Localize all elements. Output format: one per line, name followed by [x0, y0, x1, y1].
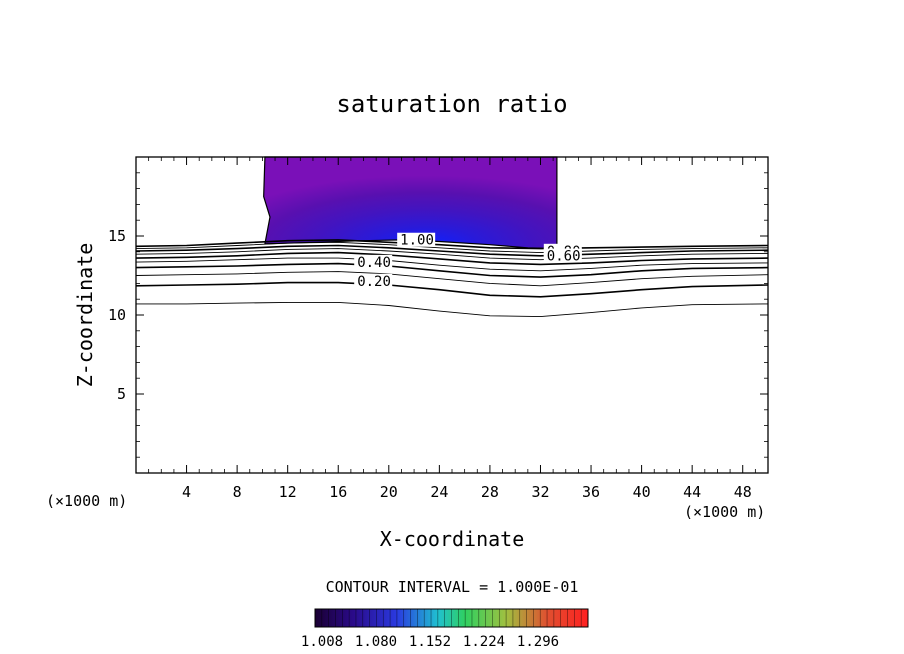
y-tick-label: 5 [117, 385, 126, 403]
x-tick-label: 8 [233, 483, 242, 501]
x-tick-label: 16 [329, 483, 347, 501]
x-ticks: 4 8 12 16 20 24 28 32 36 40 44 48 [148, 157, 756, 501]
contour-label-bg [543, 248, 582, 263]
contour-label: 0.40 [357, 255, 391, 271]
contour-line-0.2 [135, 281, 769, 298]
contour-line-1 [135, 239, 769, 250]
x-unit-label: (×1000 m) [684, 503, 765, 521]
x-axis-label: X-coordinate [380, 527, 525, 551]
contour-line-0.8 [135, 244, 769, 257]
contour-label-bg [354, 273, 393, 288]
contour-line-0.7 [135, 248, 769, 261]
contour-lines [135, 239, 769, 318]
colorbar-label: 1.008 [301, 634, 343, 650]
contour-line-0.4 [135, 262, 769, 278]
colorbar-labels: 1.008 1.080 1.152 1.224 1.296 [301, 634, 559, 650]
y-axis-label: Z-coordinate [73, 243, 97, 388]
x-tick-label: 28 [481, 483, 499, 501]
z-unit-label: (×1000 m) [46, 492, 127, 510]
contour-line-0.1 [136, 301, 769, 318]
colorbar-label: 1.296 [517, 634, 559, 650]
contour-label-bg [397, 232, 436, 247]
x-tick-label: 40 [633, 483, 651, 501]
colorbar-label: 1.224 [463, 634, 505, 650]
x-tick-label: 20 [380, 483, 398, 501]
x-tick-label: 48 [734, 483, 752, 501]
contour-line-0.5 [135, 257, 769, 272]
y-tick-label: 15 [108, 227, 126, 245]
x-tick-label: 36 [582, 483, 600, 501]
contour-label: 0.60 [547, 249, 581, 265]
colorbar-label: 1.152 [409, 634, 451, 650]
colorbar-label: 1.080 [355, 634, 397, 650]
contour-label: 0.20 [357, 274, 391, 290]
contour-interval: CONTOUR INTERVAL = 1.000E-01 [326, 578, 579, 596]
contour-line-0.3 [135, 271, 769, 287]
y-ticks: 5 10 15 [108, 172, 768, 458]
colorbar-ticks [314, 609, 589, 627]
x-tick-label: 12 [279, 483, 297, 501]
x-tick-label: 4 [182, 483, 191, 501]
x-tick-label: 32 [531, 483, 549, 501]
contour-label: 1.00 [400, 233, 434, 249]
y-tick-label: 10 [108, 306, 126, 324]
contour-labels: 1.000.800.600.400.20 [354, 232, 582, 290]
contour-line-0.9 [135, 241, 769, 254]
contour-line-0.6 [135, 251, 769, 266]
x-tick-label: 44 [683, 483, 701, 501]
chart-title: saturation ratio [336, 90, 567, 118]
x-tick-label: 24 [430, 483, 448, 501]
contour-label-bg [354, 254, 393, 269]
